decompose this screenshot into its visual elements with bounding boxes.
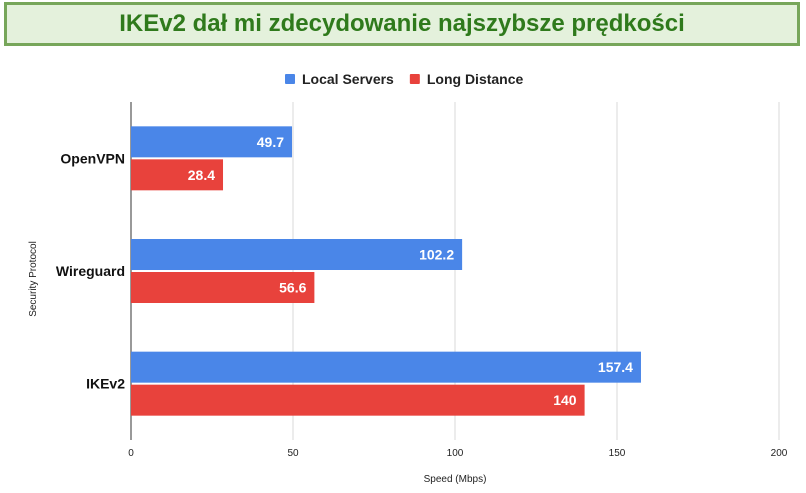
category-label: OpenVPN — [60, 150, 125, 166]
x-tick-label: 200 — [771, 448, 788, 459]
bars: 49.7 28.4 102.2 56.6 157.4 140 — [131, 126, 641, 416]
category-label: IKEv2 — [86, 376, 125, 392]
data-label: 102.2 — [419, 247, 454, 263]
bar-local-wireguard — [131, 239, 463, 270]
banner-title: IKEv2 dał mi zdecydowanie najszybsze prę… — [119, 10, 685, 37]
legend-label: Long Distance — [427, 71, 524, 87]
gridlines — [130, 102, 780, 440]
x-tick-labels: 0 50 100 150 200 — [128, 448, 788, 459]
x-axis-title: Speed (Mbps) — [424, 474, 487, 485]
x-tick-label: 150 — [609, 448, 626, 459]
legend-label: Local Servers — [302, 71, 394, 87]
data-label: 140 — [553, 392, 577, 408]
bar-local-ikev2 — [131, 351, 641, 383]
legend-swatch — [285, 74, 295, 84]
x-tick-label: 50 — [287, 448, 299, 459]
legend: Local Servers Long Distance — [285, 71, 524, 87]
data-label: 28.4 — [188, 167, 215, 183]
legend-swatch — [409, 74, 420, 84]
category-label: Wireguard — [56, 263, 125, 279]
bar-long-openvpn — [131, 159, 224, 191]
category-labels: OpenVPN Wireguard IKEv2 — [56, 150, 125, 391]
bar-long-wireguard — [131, 272, 315, 303]
bar-local-openvpn — [131, 126, 293, 158]
data-label: 49.7 — [257, 134, 284, 150]
data-label: 56.6 — [279, 280, 306, 296]
y-axis-title: Security Protocol — [28, 241, 39, 317]
data-label: 157.4 — [598, 359, 633, 375]
title-banner: IKEv2 dał mi zdecydowanie najszybsze prę… — [4, 2, 800, 46]
bar-long-ikev2 — [131, 384, 585, 416]
x-tick-label: 100 — [447, 448, 464, 459]
x-tick-label: 0 — [128, 448, 134, 459]
